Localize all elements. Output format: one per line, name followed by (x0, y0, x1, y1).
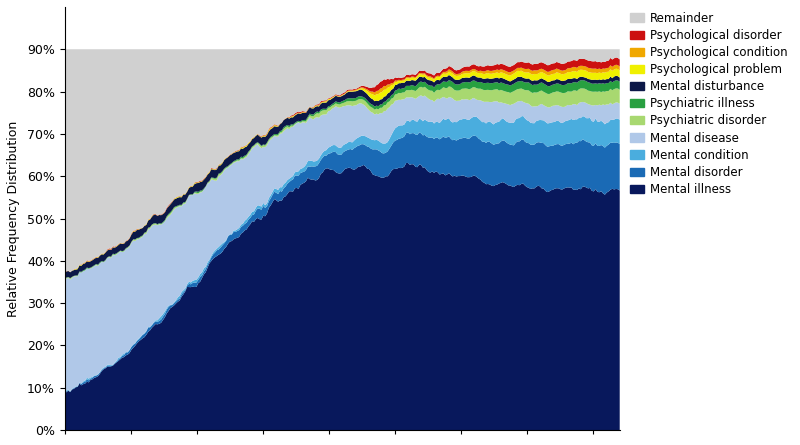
Y-axis label: Relative Frequency Distribution: Relative Frequency Distribution (7, 121, 20, 317)
Legend: Remainder, Psychological disorder, Psychological condition, Psychological proble: Remainder, Psychological disorder, Psych… (626, 7, 793, 201)
